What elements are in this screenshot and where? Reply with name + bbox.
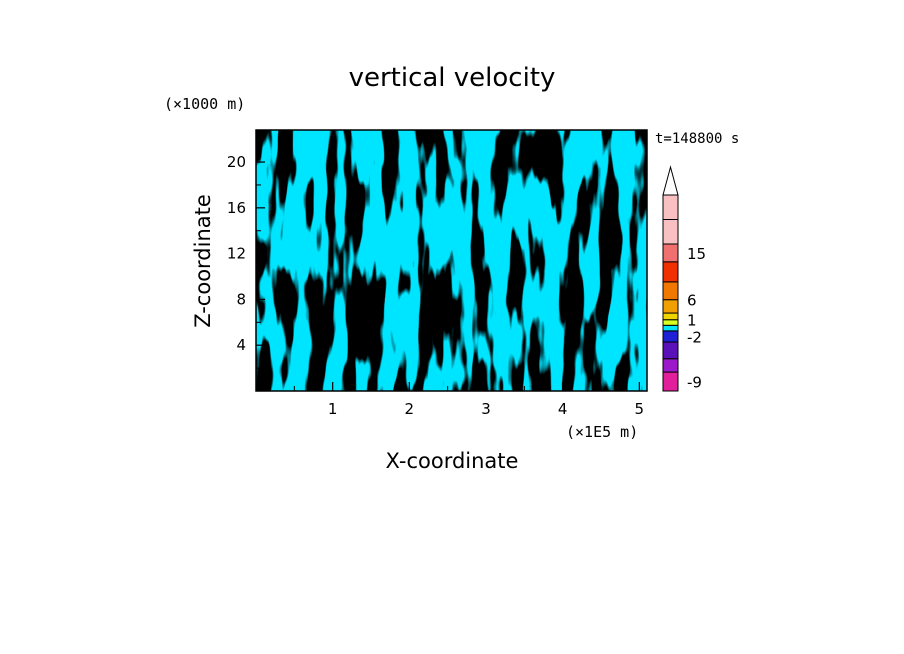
colorbar-level	[662, 194, 679, 220]
colorbar-level	[662, 324, 679, 332]
colorbar-level	[662, 243, 679, 263]
colorbar-level	[662, 219, 679, 245]
colorbar-level	[662, 371, 679, 392]
y-unit-label: (×1000 m)	[164, 95, 245, 113]
chart-title: vertical velocity	[349, 63, 556, 93]
colorbar-tick-label: 6	[687, 292, 697, 310]
field-positive-region	[256, 130, 647, 391]
y-tick-label: 12	[227, 245, 246, 263]
plot-frame	[255, 129, 648, 392]
colorbar-level	[662, 312, 679, 321]
colorbar-level	[662, 299, 679, 314]
plot-area	[255, 129, 648, 392]
colorbar-extend-arrow	[662, 165, 679, 196]
colorbar: -9 -21 6 15	[662, 165, 706, 392]
x-tick-label: 5	[635, 400, 645, 418]
x-tick-label: 3	[481, 400, 491, 418]
time-label: t=148800 s	[655, 131, 739, 147]
colorbar-level	[662, 281, 679, 301]
x-tick-label: 1	[328, 400, 338, 418]
colorbar-tick-label: -9	[687, 374, 702, 392]
x-tick-label: 2	[405, 400, 415, 418]
y-axis-title: Z-coordinate	[191, 194, 215, 328]
colorbar-level	[662, 341, 679, 360]
x-tick-label: 4	[558, 400, 568, 418]
colorbar-level	[662, 330, 679, 343]
colorbar-level	[662, 358, 679, 373]
colorbar-level	[662, 261, 679, 283]
y-tick-label: 20	[227, 153, 246, 171]
colorbar-tick-label: 1	[687, 312, 697, 330]
x-axis: 1 2 3 4 5	[293, 382, 645, 418]
y-tick-label: 4	[236, 336, 246, 354]
colorbar-level	[662, 319, 679, 326]
y-tick-label: 8	[236, 290, 246, 308]
colorbar-tick-label: 15	[687, 245, 706, 263]
y-tick-label: 16	[227, 199, 246, 217]
y-axis: 4 8 12 16 20	[227, 138, 265, 369]
x-axis-title: X-coordinate	[386, 449, 519, 473]
colorbar-tick-label: -2	[687, 328, 702, 346]
x-unit-label: (×1E5 m)	[566, 423, 638, 441]
